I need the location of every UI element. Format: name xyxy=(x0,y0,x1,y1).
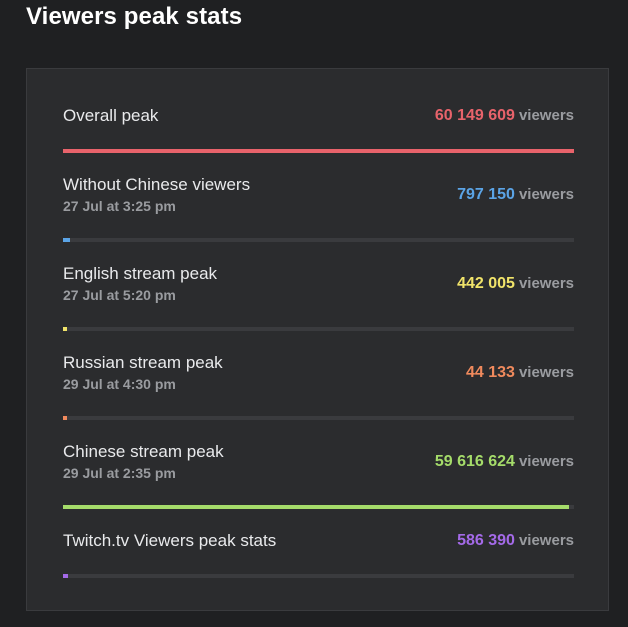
progress-fill xyxy=(63,416,67,420)
peak-row-chinese: Chinese stream peak 29 Jul at 2:35 pm 59… xyxy=(63,441,574,511)
peak-row-english: English stream peak 27 Jul at 5:20 pm 44… xyxy=(63,263,574,333)
unit-label: viewers xyxy=(518,532,574,549)
progress-track xyxy=(63,149,574,153)
row-date: 29 Jul at 2:35 pm xyxy=(63,465,176,481)
progress-fill xyxy=(63,149,574,153)
progress-track xyxy=(63,505,574,509)
peak-row-twitch: Twitch.tv Viewers peak stats 586 390 view… xyxy=(63,530,574,580)
unit-label: viewers xyxy=(518,275,574,292)
peak-row-overall: Overall peak 60 149 609 viewers xyxy=(63,105,574,155)
row-value: 59 616 624 viewers xyxy=(435,453,574,471)
progress-track xyxy=(63,238,574,242)
row-label: Without Chinese viewers xyxy=(63,175,251,194)
page-title: Viewers peak stats xyxy=(26,3,243,30)
viewer-count: 44 133 xyxy=(466,364,515,381)
row-date: 27 Jul at 3:25 pm xyxy=(63,198,176,214)
viewer-count: 59 616 624 xyxy=(434,453,515,470)
viewer-count: 442 005 xyxy=(457,275,515,292)
row-value: 586 390 viewers xyxy=(457,532,574,550)
row-date: 29 Jul at 4:30 pm xyxy=(63,376,176,392)
unit-label: viewers xyxy=(518,107,574,124)
unit-label: viewers xyxy=(518,364,574,381)
unit-label: viewers xyxy=(518,453,574,470)
row-value: 442 005 viewers xyxy=(457,275,574,293)
row-label: Overall peak xyxy=(63,106,159,125)
row-label: Russian stream peak xyxy=(63,353,223,372)
row-value: 60 149 609 viewers xyxy=(435,107,574,125)
row-value: 797 150 viewers xyxy=(457,186,574,204)
peak-stats-card: Overall peak 60 149 609 viewers Without C… xyxy=(26,68,609,611)
row-label: Twitch.tv Viewers peak stats xyxy=(63,531,277,550)
viewer-count: 797 150 xyxy=(457,186,515,203)
peak-row-without-chinese: Without Chinese viewers 27 Jul at 3:25 p… xyxy=(63,174,574,244)
progress-track xyxy=(63,327,574,331)
row-value: 44 133 viewers xyxy=(466,364,574,382)
progress-fill xyxy=(63,327,67,331)
row-label: English stream peak xyxy=(63,264,218,283)
progress-track xyxy=(63,416,574,420)
progress-fill xyxy=(63,574,68,578)
row-label: Chinese stream peak xyxy=(63,442,224,461)
progress-track xyxy=(63,574,574,578)
viewer-count: 60 149 609 xyxy=(434,107,515,124)
progress-fill xyxy=(63,505,569,509)
peak-row-russian: Russian stream peak 29 Jul at 4:30 pm 44… xyxy=(63,352,574,422)
progress-fill xyxy=(63,238,70,242)
row-date: 27 Jul at 5:20 pm xyxy=(63,287,176,303)
viewer-count: 586 390 xyxy=(457,532,515,549)
unit-label: viewers xyxy=(518,186,574,203)
